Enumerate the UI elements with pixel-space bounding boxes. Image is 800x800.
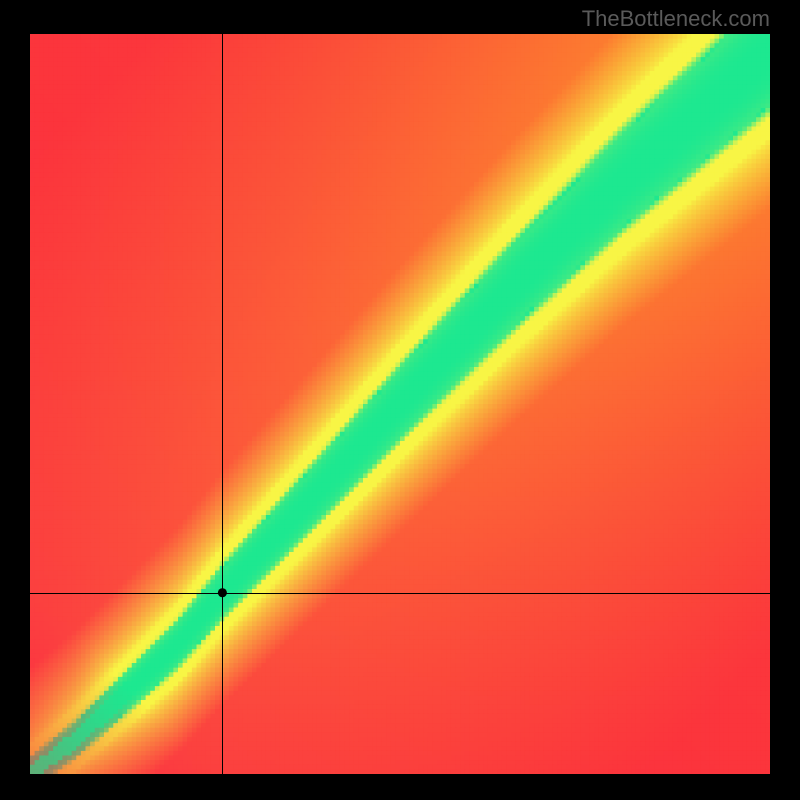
chart-container: { "watermark": { "text": "TheBottleneck.… bbox=[0, 0, 800, 800]
bottleneck-heatmap bbox=[30, 34, 770, 774]
watermark-text: TheBottleneck.com bbox=[582, 6, 770, 32]
